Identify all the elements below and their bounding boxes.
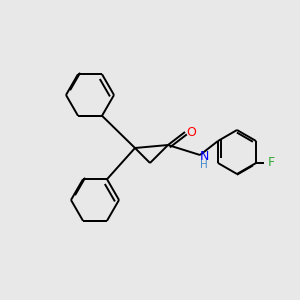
Text: F: F xyxy=(268,157,274,169)
Text: O: O xyxy=(186,125,196,139)
Text: H: H xyxy=(200,160,208,170)
Text: N: N xyxy=(199,149,209,163)
